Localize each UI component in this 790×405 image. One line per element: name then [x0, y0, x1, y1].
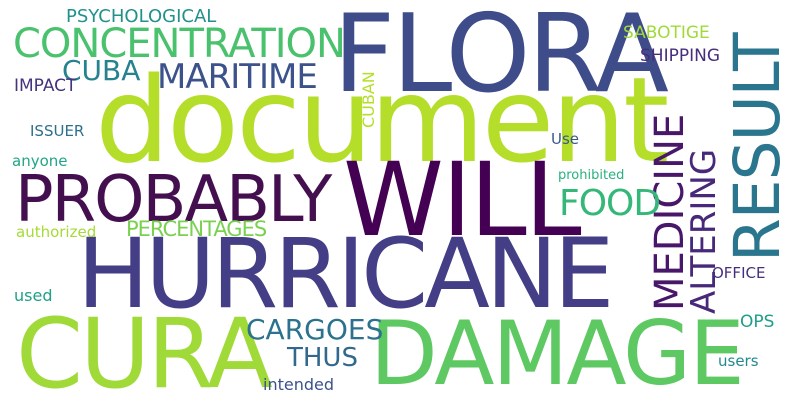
word-probably: PROBABLY — [15, 163, 332, 237]
word-shipping: SHIPPING — [640, 46, 720, 66]
word-cura: CURA — [16, 298, 273, 405]
word-cuban: CUBAN — [359, 71, 378, 128]
word-users: users — [718, 352, 759, 370]
word-result: RESULT — [721, 33, 790, 262]
word-authorized: authorized — [16, 223, 97, 241]
word-thus: THUS — [287, 343, 358, 373]
word-used: used — [14, 286, 53, 305]
word-issuer: ISSUER — [30, 122, 85, 140]
word-impact: IMPACT — [14, 76, 77, 96]
word-will: WILL — [343, 141, 582, 260]
word-damage: DAMAGE — [370, 302, 745, 405]
word-cuba: CUBA — [62, 54, 141, 87]
word-psychological: PSYCHOLOGICAL — [66, 6, 217, 27]
word-food: FOOD — [559, 183, 661, 224]
word-hurricane: HURRICANE — [77, 218, 614, 330]
word-flora: FLORA — [333, 0, 669, 117]
word-sabotige: SABOTIGE — [623, 23, 710, 43]
word-cargoes: CARGOES — [246, 313, 384, 346]
word-intended: intended — [263, 375, 334, 394]
word-maritime: MARITIME — [157, 57, 318, 97]
word-percentages: PERCENTAGES — [126, 217, 267, 241]
word-office: OFFICE — [712, 264, 766, 282]
word-use: Use — [551, 130, 580, 148]
word-prohibited: prohibited — [558, 168, 625, 183]
word-document: document — [95, 51, 669, 189]
word-ops: OPS — [740, 312, 775, 332]
word-altering: ALTERING — [684, 148, 724, 314]
word-anyone: anyone — [12, 152, 68, 170]
word-concentration: CONCENTRATION — [13, 21, 346, 67]
